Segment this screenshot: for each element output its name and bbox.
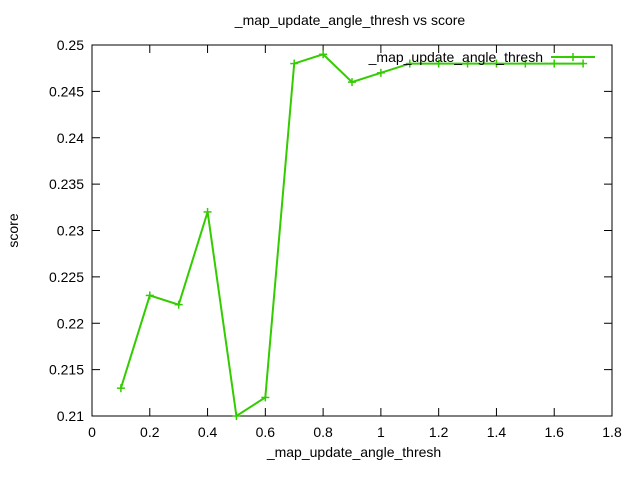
data-point — [521, 59, 530, 68]
data-point — [434, 59, 443, 68]
y-tick-label: 0.235 — [49, 176, 84, 192]
data-point — [116, 384, 125, 393]
y-tick-label: 0.225 — [49, 269, 84, 285]
legend-label: _map_update_angle_thresh — [368, 49, 543, 65]
x-tick-label: 1 — [377, 424, 385, 440]
x-tick-label: 1.4 — [487, 424, 507, 440]
x-tick-label: 1.8 — [602, 424, 622, 440]
data-point — [376, 68, 385, 77]
x-tick-label: 0.2 — [140, 424, 160, 440]
x-tick-label: 0.8 — [313, 424, 333, 440]
y-tick-label: 0.25 — [57, 37, 84, 53]
x-axis-label: _map_update_angle_thresh — [266, 444, 441, 460]
y-tick-label: 0.24 — [57, 130, 84, 146]
y-tick-label: 0.22 — [57, 315, 84, 331]
series-layer — [116, 50, 588, 420]
data-point — [174, 300, 183, 309]
data-point — [232, 412, 241, 420]
data-point — [579, 59, 588, 68]
data-point — [145, 291, 154, 300]
x-tick-label: 1.2 — [429, 424, 449, 440]
y-tick-label: 0.245 — [49, 83, 84, 99]
y-tick-label: 0.21 — [57, 408, 84, 424]
y-tick-label: 0.215 — [49, 362, 84, 378]
data-point — [261, 393, 270, 402]
data-point — [203, 207, 212, 216]
data-point — [405, 59, 414, 68]
x-axis: 0 0.2 0.4 0.6 0.8 1 1.2 1.4 1.6 1.8 — [88, 45, 622, 440]
legend: _map_update_angle_thresh — [368, 49, 595, 65]
data-point — [463, 59, 472, 68]
y-tick-label: 0.23 — [57, 223, 84, 239]
data-point — [319, 50, 328, 59]
x-tick-label: 1.6 — [544, 424, 564, 440]
data-point — [492, 59, 501, 68]
data-point — [348, 78, 356, 87]
plot-frame — [91, 44, 613, 417]
y-axis-label: score — [5, 213, 21, 247]
x-tick-label: 0.4 — [198, 424, 218, 440]
data-point — [290, 59, 299, 68]
chart-title: _map_update_angle_thresh vs score — [234, 12, 466, 28]
series-line — [119, 53, 584, 418]
x-tick-label: 0.6 — [256, 424, 276, 440]
x-tick-label: 0 — [88, 424, 96, 440]
y-axis: 0.21 0.215 0.22 0.225 0.23 0.235 0.24 0.245 0.25 — [49, 37, 612, 424]
data-point — [550, 59, 559, 68]
